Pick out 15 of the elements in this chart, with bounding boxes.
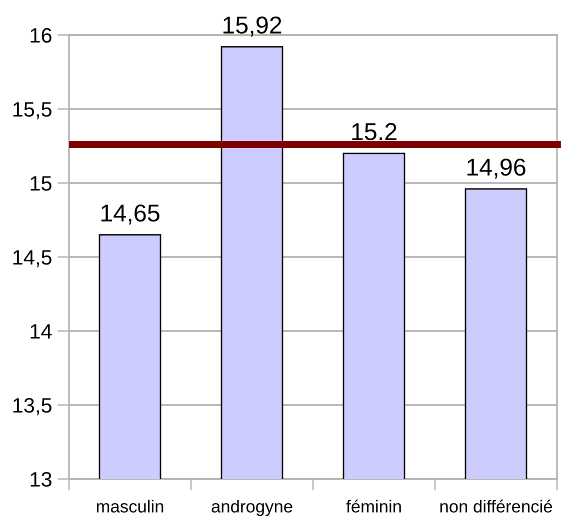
y-tick-label: 15,5 <box>13 102 52 120</box>
y-tick-label: 16 <box>30 28 52 43</box>
x-tick-label: non différencié <box>440 500 552 513</box>
x-tick-label: féminin <box>346 500 401 513</box>
y-tick-label: 14 <box>30 324 52 339</box>
x-tick-label: androgyne <box>212 500 292 516</box>
data-label: 14,96 <box>467 158 526 179</box>
data-label: 14,65 <box>101 204 160 225</box>
data-label: 15.2 <box>352 123 396 140</box>
y-tick-label: 15 <box>30 176 52 191</box>
x-tick-label: masculin <box>96 500 164 513</box>
y-tick-label: 14,5 <box>13 250 52 268</box>
y-tick-label: 13 <box>30 472 52 487</box>
y-tick-label: 13,5 <box>13 398 52 416</box>
data-label: 15,92 <box>223 16 282 37</box>
